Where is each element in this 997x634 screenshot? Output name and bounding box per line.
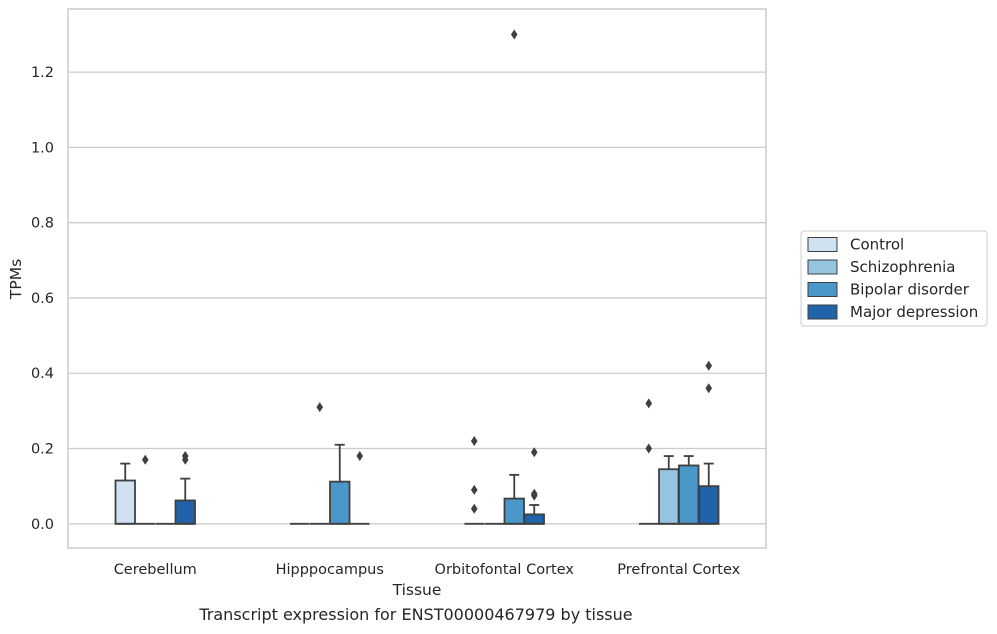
box-major-depression — [698, 360, 720, 525]
outlier-point — [705, 360, 713, 371]
outlier-point — [470, 484, 478, 495]
x-tick-label: Hipppocampus — [276, 562, 384, 578]
box-control — [464, 435, 484, 525]
box-body — [114, 479, 136, 525]
y-tick-label: 0.6 — [31, 291, 54, 307]
box-control — [114, 462, 136, 525]
box-major-depression — [174, 451, 196, 525]
box-body — [523, 513, 545, 525]
outlier-point — [181, 451, 189, 462]
box-bipolar-disorder — [678, 455, 700, 525]
y-axis-ticks: 0.0 0.2 0.4 0.6 0.8 1.0 1.2 — [31, 65, 54, 533]
y-tick-label: 0.2 — [31, 442, 54, 458]
box-body — [678, 464, 700, 525]
legend-frame — [800, 230, 988, 327]
outlier-point — [705, 383, 713, 394]
y-tick-label: 0.0 — [31, 517, 54, 533]
x-tick-label: Prefrontal Cortex — [617, 562, 740, 578]
legend-swatch — [807, 259, 838, 275]
box-schizophrenia — [658, 455, 680, 525]
box-schizophrenia — [135, 454, 155, 525]
outlier-point — [510, 29, 518, 40]
chart-caption: Transcript expression for ENST0000046797… — [199, 605, 633, 624]
legend-swatch — [807, 304, 838, 320]
y-tick-label: 1.0 — [31, 140, 54, 156]
y-tick-label: 0.4 — [31, 366, 54, 382]
outlier-point — [316, 402, 324, 413]
box-bipolar-disorder — [503, 29, 525, 525]
x-axis-ticks: Cerebellum Hipppocampus Orbitofontal Corte… — [114, 562, 741, 578]
legend: Control Schizophrenia Bipolar disorder Majo… — [800, 230, 988, 327]
box-groups — [114, 29, 720, 525]
outlier-point — [141, 454, 149, 465]
x-tick-label: Orbitofontal Cortex — [435, 562, 575, 578]
outlier-point — [356, 451, 364, 462]
y-axis-label: TPMs — [7, 259, 25, 300]
legend-label: Control — [850, 236, 904, 254]
y-tick-label: 0.8 — [31, 216, 54, 232]
outlier-point — [645, 398, 653, 409]
box-schizophrenia — [310, 402, 330, 525]
legend-label: Schizophrenia — [850, 258, 955, 276]
x-axis-label: Tissue — [392, 581, 442, 599]
legend-label: Major depression — [850, 303, 978, 321]
legend-swatch — [807, 237, 838, 252]
box-body — [503, 497, 525, 525]
outlier-point — [645, 443, 653, 454]
legend-label: Bipolar disorder — [850, 281, 970, 299]
grid-lines — [68, 71, 766, 525]
box-bipolar-disorder — [329, 443, 351, 525]
outlier-point — [530, 447, 538, 458]
box-body — [658, 468, 680, 525]
outlier-point — [470, 435, 478, 446]
box-major-depression — [523, 447, 545, 525]
box-control — [639, 398, 659, 525]
legend-swatch — [807, 282, 838, 297]
outlier-point — [530, 488, 538, 499]
outlier-point — [470, 503, 478, 514]
box-major-depression — [350, 451, 370, 525]
box-body — [329, 480, 351, 525]
box-body — [174, 499, 196, 525]
box-body — [698, 485, 720, 525]
y-tick-label: 1.2 — [31, 65, 54, 81]
x-tick-label: Cerebellum — [114, 562, 197, 578]
plot-frame — [67, 8, 767, 549]
